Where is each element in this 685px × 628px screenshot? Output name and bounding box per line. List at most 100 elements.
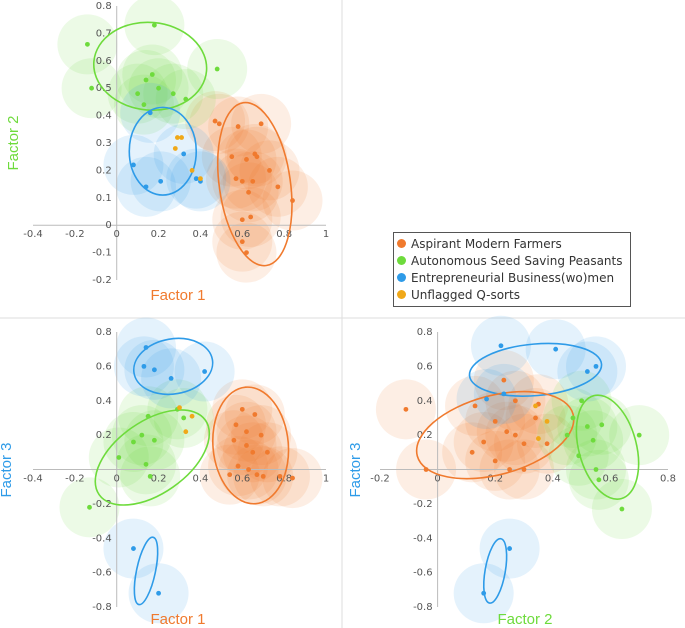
data-point [481,439,487,445]
data-point [258,121,264,127]
data-point [170,91,176,97]
data-point [139,432,145,438]
y-tick-label: -0.1 [92,248,112,259]
data-point [254,472,260,478]
data-point [143,345,149,350]
x-tick-label: 0.4 [192,474,208,485]
data-point [135,91,141,97]
data-point [156,590,161,596]
data-point [175,135,180,140]
series-autonomous-seed-saving-peasants [85,22,220,108]
scatter-panel-f1f2: -0.4 -0.2 0 0.2 0.4 0.6 0.8 1-0.2-0.100.10.20.3… [5,0,329,304]
data-point [233,176,239,182]
data-point [484,396,489,402]
x-tick-label: -0.2 [65,229,85,240]
y-tick-label: 0.4 [417,396,433,407]
data-point [469,449,475,455]
y-tick-label: -0.6 [413,568,433,579]
data-point [512,398,518,404]
y-tick-label: 0.6 [96,361,112,372]
data-point [481,590,487,596]
data-point [239,178,245,184]
data-point [235,124,241,129]
series-aspirant-modern-farmers [403,377,550,472]
data-point [501,391,507,397]
series-autonomous-seed-saving-peasants [564,398,642,512]
x-tick-label: 0.6 [234,474,250,485]
data-point [593,467,599,472]
data-point [521,441,527,447]
series-entrepreneurial-business-wo-men [481,343,599,596]
data-point [619,506,625,512]
data-point [141,363,147,369]
legend-item-aspirant-modern-farmers: Aspirant Modern Farmers [394,235,630,252]
density-bubbles [375,315,670,624]
cluster-ellipse [216,101,293,267]
data-point [472,403,478,409]
data-point [181,151,187,157]
data-point [590,437,596,443]
data-point [149,72,155,77]
x-axis-label: Factor 1 [150,611,205,628]
data-point [143,461,149,467]
x-tick-label: -0.4 [23,229,43,240]
data-point [202,369,208,374]
data-point [504,429,510,435]
x-tick-label: 0.2 [151,474,167,485]
data-point [553,346,559,352]
y-tick-label: -0.4 [413,533,433,544]
data-point [248,214,254,220]
y-axis-label: Factor 3 [0,442,15,497]
data-point [131,439,136,445]
data-point [403,406,409,412]
data-point [501,377,507,383]
data-point [244,443,249,448]
cluster-ellipse [128,106,198,196]
legend-marker-yellow [397,290,406,299]
cluster-ellipse [211,386,290,505]
data-point [536,436,541,441]
density-bubble [124,0,185,56]
series-aspirant-modern-farmers [227,406,295,481]
data-point [227,472,233,478]
data-point [267,168,272,173]
legend-label: Autonomous Seed Saving Peasants [411,253,623,268]
data-point [584,424,590,429]
data-point [579,398,584,404]
x-tick-label: 0.8 [276,229,292,240]
y-tick-label: 0.2 [96,165,112,176]
legend-label: Unflagged Q-sorts [411,287,520,302]
y-tick-label: 0.7 [96,28,112,39]
y-tick-label: 0.2 [417,430,433,441]
y-tick-label: 0.2 [96,430,112,441]
data-point [275,184,281,190]
data-point [158,178,164,184]
data-point [85,41,90,47]
x-tick-label: 0.4 [545,474,561,485]
data-point [544,418,550,424]
cluster-ellipse [94,409,211,506]
data-point [151,437,157,443]
data-point [250,178,256,184]
data-point [258,432,264,438]
cluster-ellipse [92,21,208,112]
data-point [147,110,153,116]
data-point [564,432,570,438]
data-point [599,422,605,428]
data-point [177,405,182,411]
data-point [172,146,178,151]
data-point [492,458,498,464]
data-point [147,473,153,479]
data-point [143,77,149,83]
legend-marker-orange [397,239,406,248]
data-point [239,239,245,245]
series-unflagged-q-sorts [533,403,550,441]
x-tick-label: 1 [323,474,329,485]
data-point [254,154,260,160]
legend-item-autonomous-seed-saving-peasants: Autonomous Seed Saving Peasants [394,252,630,269]
series-unflagged-q-sorts [172,135,203,182]
data-point [89,85,94,91]
data-point [277,473,283,479]
data-point [244,429,249,435]
data-point [512,432,518,438]
